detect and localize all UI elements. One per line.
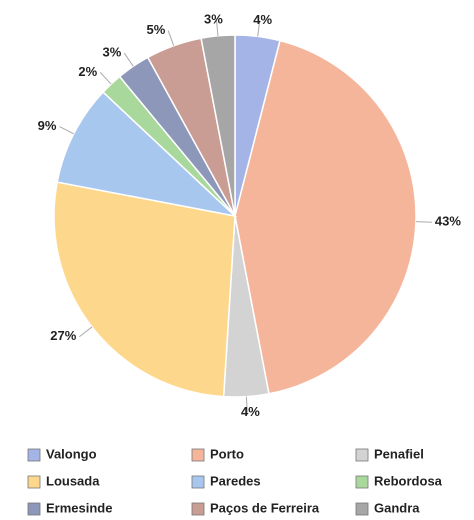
legend-swatch	[191, 502, 205, 516]
legend-swatch	[191, 475, 205, 489]
legend-swatch	[355, 448, 369, 462]
leader-line	[79, 326, 93, 338]
leader-line	[123, 52, 134, 67]
legend-label: Ermesinde	[46, 500, 112, 515]
legend-swatch	[27, 448, 41, 462]
legend-label: Rebordosa	[374, 473, 443, 488]
legend-label: Valongo	[46, 446, 97, 461]
data-label: 3%	[204, 11, 223, 26]
legend-swatch	[27, 475, 41, 489]
leader-line	[167, 30, 175, 46]
leader-line	[245, 396, 248, 413]
legend-label: Paços de Ferreira	[210, 500, 320, 515]
legend-label: Gandra	[374, 500, 420, 515]
legend-swatch	[191, 448, 205, 462]
data-label: 4%	[241, 404, 260, 419]
legend-label: Penafiel	[374, 446, 424, 461]
data-label: 27%	[50, 328, 76, 343]
data-label: 3%	[102, 45, 121, 60]
legend-swatch	[355, 475, 369, 489]
data-label: 43%	[435, 214, 461, 229]
leader-line	[415, 221, 432, 223]
data-label: 5%	[146, 22, 165, 37]
leader-line	[99, 72, 112, 85]
leader-line	[215, 19, 219, 36]
data-label: 9%	[38, 118, 57, 133]
pie-slice	[56, 91, 238, 218]
legend-label: Porto	[210, 446, 244, 461]
leader-line	[257, 20, 261, 37]
leader-line	[59, 126, 74, 135]
legend-label: Lousada	[46, 473, 100, 488]
pie-slice	[53, 181, 236, 398]
legend-label: Paredes	[210, 473, 261, 488]
data-label: 4%	[253, 12, 272, 27]
legend-swatch	[355, 502, 369, 516]
legend-swatch	[27, 502, 41, 516]
data-label: 2%	[78, 64, 97, 79]
